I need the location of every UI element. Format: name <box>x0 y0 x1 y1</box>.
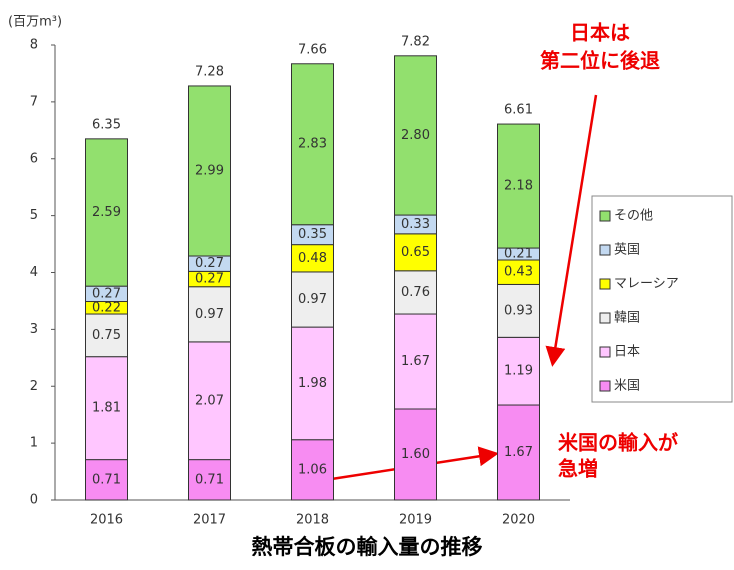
bar-segment <box>394 55 437 216</box>
data-label: 0.76 <box>401 285 430 300</box>
data-label: 0.65 <box>401 245 430 260</box>
data-label: 2.07 <box>195 393 224 408</box>
bar-segment <box>188 459 231 501</box>
annotation: 日本は <box>570 21 630 45</box>
legend-swatch <box>599 312 611 324</box>
data-label: 0.75 <box>92 328 121 343</box>
bar-segment <box>188 85 231 257</box>
data-label: 1.67 <box>401 354 430 369</box>
bar-segment <box>291 63 334 226</box>
bar-segment <box>394 408 437 501</box>
x-tick-label: 2017 <box>193 513 226 528</box>
bar-segment <box>497 336 540 406</box>
data-label: 2.59 <box>92 205 121 220</box>
legend-label: 日本 <box>614 345 640 360</box>
x-tick-label: 2016 <box>90 513 123 528</box>
data-label: 1.98 <box>298 376 327 391</box>
bar-segment <box>188 341 231 461</box>
x-tick-label: 2020 <box>502 513 535 528</box>
bar-segment <box>497 123 540 249</box>
legend <box>591 195 733 403</box>
legend-swatch <box>599 278 611 290</box>
y-unit-label: (百万m³) <box>8 15 62 30</box>
legend-label: その他 <box>614 209 653 224</box>
y-tick-label: 8 <box>30 38 38 53</box>
data-label: 0.35 <box>298 227 327 242</box>
chart-title: 熱帯合板の輸入量の推移 <box>252 535 483 559</box>
data-label: 0.93 <box>504 303 533 318</box>
data-label: 0.27 <box>195 256 224 271</box>
bar-segment <box>85 459 128 501</box>
annotation: 第二位に後退 <box>540 49 660 73</box>
data-label: 0.27 <box>92 286 121 301</box>
data-label: 0.48 <box>298 251 327 266</box>
legend-swatch <box>599 244 611 256</box>
data-label: 2.99 <box>195 163 224 178</box>
legend-label: 英国 <box>614 243 640 258</box>
data-label: 1.06 <box>298 462 327 477</box>
legend-swatch <box>599 346 611 358</box>
bar-segment <box>497 259 540 285</box>
bar-segment <box>394 313 437 410</box>
y-tick-label: 4 <box>30 265 38 280</box>
data-label: 1.19 <box>504 364 533 379</box>
bar-segment <box>85 138 128 287</box>
bar-segment <box>497 404 540 501</box>
data-label: 0.22 <box>92 300 121 315</box>
total-label: 6.61 <box>504 103 533 118</box>
x-tick-label: 2019 <box>399 513 432 528</box>
total-label: 7.28 <box>195 64 224 79</box>
total-label: 7.82 <box>401 34 430 49</box>
bar-segment <box>188 286 231 343</box>
data-label: 1.81 <box>92 401 121 416</box>
y-tick-label: 3 <box>30 322 38 337</box>
legend-label: マレーシア <box>614 277 679 292</box>
y-tick-label: 0 <box>30 493 38 508</box>
annotation: 急増 <box>558 457 598 481</box>
data-label: 0.27 <box>195 272 224 287</box>
total-label: 7.66 <box>298 42 327 57</box>
bar-segment <box>394 270 437 315</box>
total-label: 6.35 <box>92 117 121 132</box>
data-label: 0.33 <box>401 217 430 232</box>
y-tick-label: 5 <box>30 208 38 223</box>
legend-swatch <box>599 380 611 392</box>
data-label: 0.21 <box>504 247 533 262</box>
data-label: 0.97 <box>298 292 327 307</box>
bar-segment <box>394 233 437 272</box>
annotation: 米国の輸入が <box>558 431 678 455</box>
arrow <box>545 94 598 367</box>
data-label: 2.18 <box>504 179 533 194</box>
y-tick-label: 1 <box>30 436 38 451</box>
y-tick-label: 2 <box>30 379 38 394</box>
bar-segment <box>291 439 334 501</box>
data-label: 2.83 <box>298 137 327 152</box>
legend-swatch <box>599 210 611 222</box>
data-label: 0.71 <box>92 472 121 487</box>
data-label: 0.43 <box>504 265 533 280</box>
data-label: 1.67 <box>504 445 533 460</box>
bar-segment <box>291 326 334 441</box>
y-tick-label: 6 <box>30 151 38 166</box>
data-label: 0.97 <box>195 307 224 322</box>
legend-label: 米国 <box>614 379 640 394</box>
bar-segment <box>497 283 540 338</box>
data-label: 2.80 <box>401 128 430 143</box>
x-tick-label: 2018 <box>296 513 329 528</box>
bar-segment <box>291 244 334 273</box>
y-tick-label: 7 <box>30 94 38 109</box>
legend-label: 韓国 <box>614 311 640 326</box>
data-label: 1.60 <box>401 447 430 462</box>
data-label: 0.71 <box>195 472 224 487</box>
